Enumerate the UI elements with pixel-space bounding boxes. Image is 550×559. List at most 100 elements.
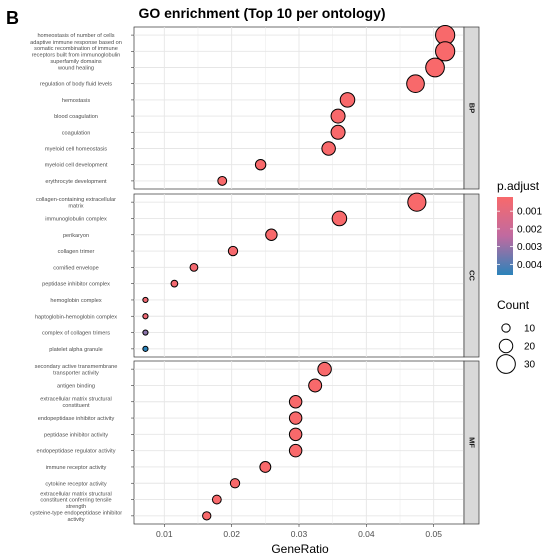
y-tick-label-line: matrix — [68, 203, 83, 209]
y-tick-label-line: wound healing — [57, 66, 94, 72]
y-tick-label-line: peptidase inhibitor activity — [44, 432, 108, 438]
data-point — [227, 245, 239, 257]
y-tick-label: peptidase inhibitor complex — [42, 282, 110, 288]
y-tick-label-line: blood coagulation — [54, 114, 98, 120]
data-point — [142, 296, 149, 304]
y-tick-label-line: immune receptor activity — [46, 465, 107, 471]
y-tick-label-line: constituent conferring tensile — [40, 498, 111, 504]
data-point — [407, 192, 427, 212]
data-point — [425, 57, 445, 78]
y-tick-label-line: activity — [67, 517, 84, 523]
y-tick-label: myeloid cell homeostasis — [45, 147, 107, 153]
y-tick-label-line: hemostasis — [62, 98, 90, 104]
data-point — [229, 478, 241, 489]
y-tick-label: peptidase inhibitor activity — [44, 432, 108, 438]
y-tick-label: antigen binding — [57, 383, 95, 389]
data-point — [170, 279, 179, 288]
y-tick-label-line: transporter activity — [53, 370, 99, 376]
x-tick-label: 0.01 — [156, 529, 173, 539]
x-tick-label: 0.05 — [425, 529, 442, 539]
y-tick-label: extracellular matrix structural constitue… — [40, 491, 112, 510]
facet-mf: secondary active transmembrane transporte… — [30, 360, 480, 525]
y-tick-label: cysteine-type endopeptidase inhibitor act… — [30, 511, 122, 523]
data-point — [288, 443, 303, 458]
chart-title: GO enrichment (Top 10 per ontology) — [138, 5, 385, 21]
y-tick-label: immune receptor activity — [46, 465, 107, 471]
count-legend-label: 10 — [524, 324, 536, 335]
x-tick-label: 0.03 — [291, 529, 308, 539]
colorbar-tick-label: 0.003 — [517, 242, 542, 253]
y-tick-label-line: myeloid cell development — [45, 163, 108, 169]
x-tick-label: 0.04 — [358, 529, 375, 539]
y-tick-label: collagen trimer — [58, 249, 95, 255]
x-axis: 0.01 0.02 0.03 0.04 0.05 — [156, 524, 442, 539]
y-tick-label-line: endopeptidase inhibitor activity — [38, 416, 115, 422]
y-tick-label-line: platelet alpha granule — [49, 347, 103, 353]
data-point — [330, 124, 346, 140]
data-point — [288, 395, 303, 409]
y-tick-label-line: regulation of body fluid levels — [40, 82, 112, 88]
y-tick-label-line: collagen-containing extracellular — [36, 197, 116, 203]
facet-strip-label: BP — [468, 103, 477, 113]
y-tick-label: collagen-containing extracellular matrix — [36, 197, 116, 209]
y-tick-label-line: myeloid cell homeostasis — [45, 147, 107, 153]
data-point — [217, 175, 228, 186]
y-tick-label-line: adaptive immune response based on — [30, 40, 122, 46]
data-point — [435, 41, 456, 62]
facet-strip-label: CC — [468, 270, 477, 281]
p-adjust-colorbar — [497, 197, 513, 275]
y-tick-label: endopeptidase regulator activity — [37, 449, 116, 455]
y-tick-label: extracellular matrix structural constitue… — [40, 397, 112, 409]
y-tick-label: perikaryon — [63, 233, 89, 239]
data-point — [254, 159, 267, 171]
count-legend-label: 30 — [524, 360, 536, 371]
y-tick-label: cornified envelope — [53, 265, 98, 271]
data-point — [321, 141, 336, 156]
y-tick-label-line: strength — [66, 504, 86, 510]
y-tick-label-line: immunoglobulin complex — [45, 216, 107, 222]
y-tick-label-line: hemoglobin complex — [50, 298, 102, 304]
colorbar-tick-label: 0.002 — [517, 224, 542, 235]
y-tick-label-line: secondary active transmembrane — [35, 364, 118, 370]
data-point — [142, 329, 149, 336]
data-point — [317, 361, 332, 377]
count-legend-circle — [496, 354, 516, 374]
data-point — [259, 460, 272, 473]
data-point — [330, 108, 346, 124]
count-legend-title: Count — [497, 298, 530, 312]
y-tick-label: endopeptidase inhibitor activity — [38, 416, 115, 422]
data-point — [308, 378, 323, 393]
data-point — [331, 210, 348, 227]
y-tick-label-line: homeostasis of number of cells — [37, 33, 114, 39]
y-tick-label: myeloid cell development — [45, 163, 108, 169]
count-legend-label: 20 — [524, 342, 536, 353]
p-adjust-legend: p.adjust 0.001 0.002 0.003 0.004 — [497, 179, 542, 275]
y-tick-label-line: somatic recombination of immune — [34, 46, 118, 52]
x-tick-label: 0.02 — [223, 529, 240, 539]
y-tick-label: platelet alpha granule — [49, 347, 103, 353]
y-tick-label: erythrocyte development — [45, 179, 107, 185]
data-point — [142, 345, 149, 352]
y-tick-label-line: superfamily domains — [50, 59, 102, 65]
y-tick-label-line: peptidase inhibitor complex — [42, 282, 110, 288]
data-point — [265, 228, 278, 241]
data-point — [288, 411, 303, 425]
facet-strip — [463, 193, 480, 358]
y-tick-label-line: perikaryon — [63, 233, 89, 239]
data-point — [189, 262, 199, 272]
data-point — [202, 511, 212, 521]
y-tick-label-line: cornified envelope — [53, 265, 98, 271]
y-tick-label: hemostasis — [62, 98, 90, 104]
y-tick-label: cytokine receptor activity — [45, 481, 106, 487]
count-legend-circle — [501, 323, 511, 333]
x-axis-title: GeneRatio — [271, 542, 329, 556]
y-tick-label-line: endopeptidase regulator activity — [37, 449, 116, 455]
y-tick-label: coagulation — [62, 130, 91, 136]
y-tick-label-line: haptoglobin-hemoglobin complex — [35, 314, 117, 320]
y-tick-label-line: constituent — [62, 403, 89, 409]
y-tick-label: blood coagulation — [54, 114, 98, 120]
count-legend-circle — [498, 338, 514, 354]
